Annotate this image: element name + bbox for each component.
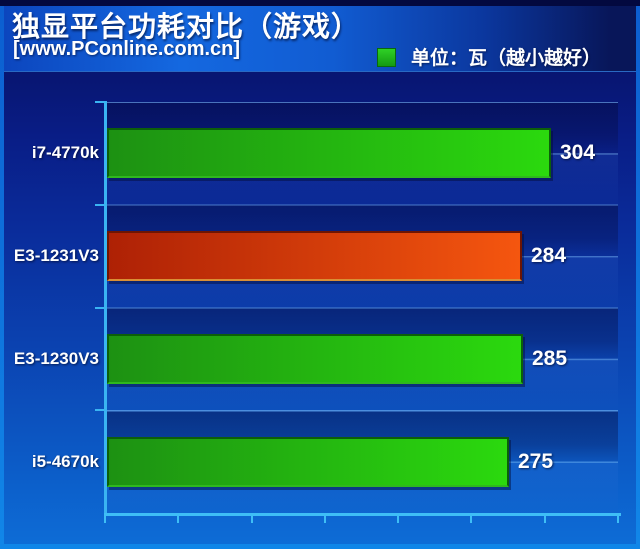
y-axis xyxy=(104,101,107,516)
frame-right xyxy=(636,6,640,544)
category-label: E3-1230V3 xyxy=(13,348,99,368)
category-label: i7-4770k xyxy=(31,143,99,163)
x-axis-tick xyxy=(250,516,253,523)
x-axis-tick xyxy=(617,516,619,523)
y-axis-tick xyxy=(95,306,104,309)
category-label: i5-4670k xyxy=(31,451,99,471)
bar-highlighted xyxy=(107,231,522,282)
legend: 单位：瓦（越小越好） xyxy=(377,43,601,70)
legend-swatch-icon xyxy=(377,48,396,67)
bar xyxy=(107,333,523,384)
value-label: 285 xyxy=(532,346,568,370)
frame-top xyxy=(0,0,640,6)
value-label: 284 xyxy=(531,244,567,268)
bar xyxy=(107,128,551,179)
y-axis-tick xyxy=(95,409,104,412)
x-axis-tick xyxy=(177,516,180,523)
category-label: E3-1231V3 xyxy=(13,246,99,266)
x-axis-tick xyxy=(470,516,473,523)
value-label: 275 xyxy=(518,449,554,473)
y-axis-tick xyxy=(95,101,104,103)
frame-bottom xyxy=(0,544,640,549)
x-axis-tick xyxy=(543,516,546,523)
y-axis-tick xyxy=(95,203,104,206)
x-axis-tick xyxy=(104,516,106,523)
header-divider-line xyxy=(4,71,636,72)
x-axis xyxy=(104,513,621,516)
frame-left xyxy=(0,6,4,544)
value-label: 304 xyxy=(560,141,596,165)
legend-label: 单位：瓦（越小越好） xyxy=(411,48,602,69)
page-title: 独显平台功耗对比（游戏） xyxy=(12,11,361,42)
source-watermark: [www.PConline.com.cn] xyxy=(13,38,241,60)
header-band xyxy=(4,6,636,71)
x-axis-tick xyxy=(323,516,326,523)
bar xyxy=(107,436,509,487)
x-axis-tick xyxy=(397,516,400,523)
